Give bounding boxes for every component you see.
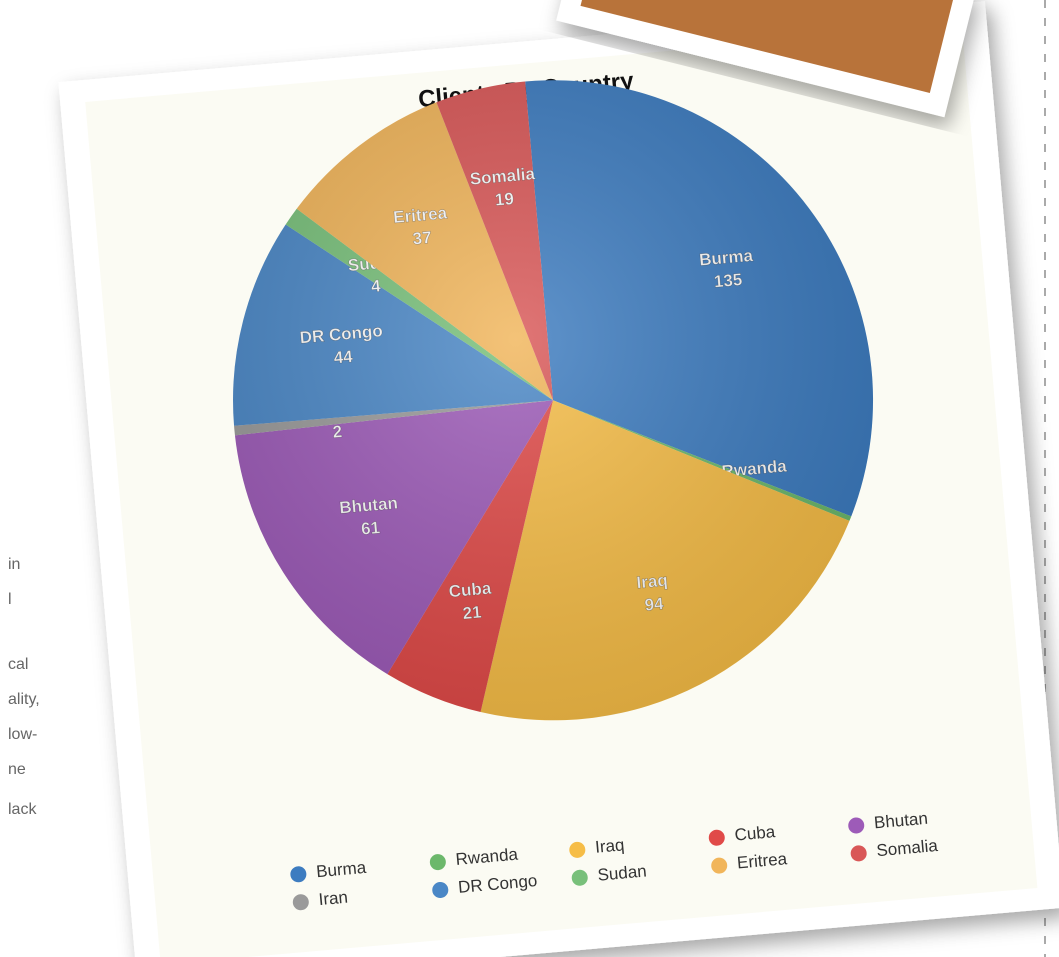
legend-swatch [569,841,586,858]
legend-swatch [290,866,307,883]
slice-value: 19 [494,189,515,210]
legend-swatch [292,894,309,911]
legend-swatch [571,869,588,886]
legend-label: Eritrea [736,849,788,872]
legend-swatch [848,817,865,834]
background-text: in l cal ality, low-ne lack [8,556,40,818]
text-fragment: cal [8,656,28,673]
photo-corner [556,0,976,118]
slice-label: Cuba [448,579,493,602]
slice-value: 135 [713,270,743,291]
text-fragment: ne [8,761,26,778]
legend-label: Bhutan [873,809,928,833]
legend-swatch [432,881,449,898]
text-fragment: l [8,591,12,608]
slice-value: 2 [332,422,343,442]
slice-value: 21 [462,603,483,624]
text-fragment: lack [8,801,37,818]
slice-value: 94 [644,594,665,615]
legend-label: Iran [318,888,349,909]
text-fragment: low- [8,726,37,743]
legend-swatch [711,857,728,874]
legend-label: Sudan [597,861,648,884]
photo-card: Clients By Country Burma135Rwanda1Iraq94… [58,1,1059,957]
text-fragment: in [8,556,20,573]
legend-label: Cuba [734,822,777,845]
slice-label: Iraq [636,571,669,593]
photo-image [580,0,957,93]
legend-swatch [708,829,725,846]
slice-value: 61 [360,518,381,539]
legend-swatch [850,845,867,862]
legend-label: Iraq [594,835,625,856]
legend-label: Burma [315,858,367,881]
slice-value: 44 [333,347,354,368]
text-fragment: ality, [8,691,40,708]
legend-swatch [429,854,446,871]
slice-value: 37 [412,228,433,249]
